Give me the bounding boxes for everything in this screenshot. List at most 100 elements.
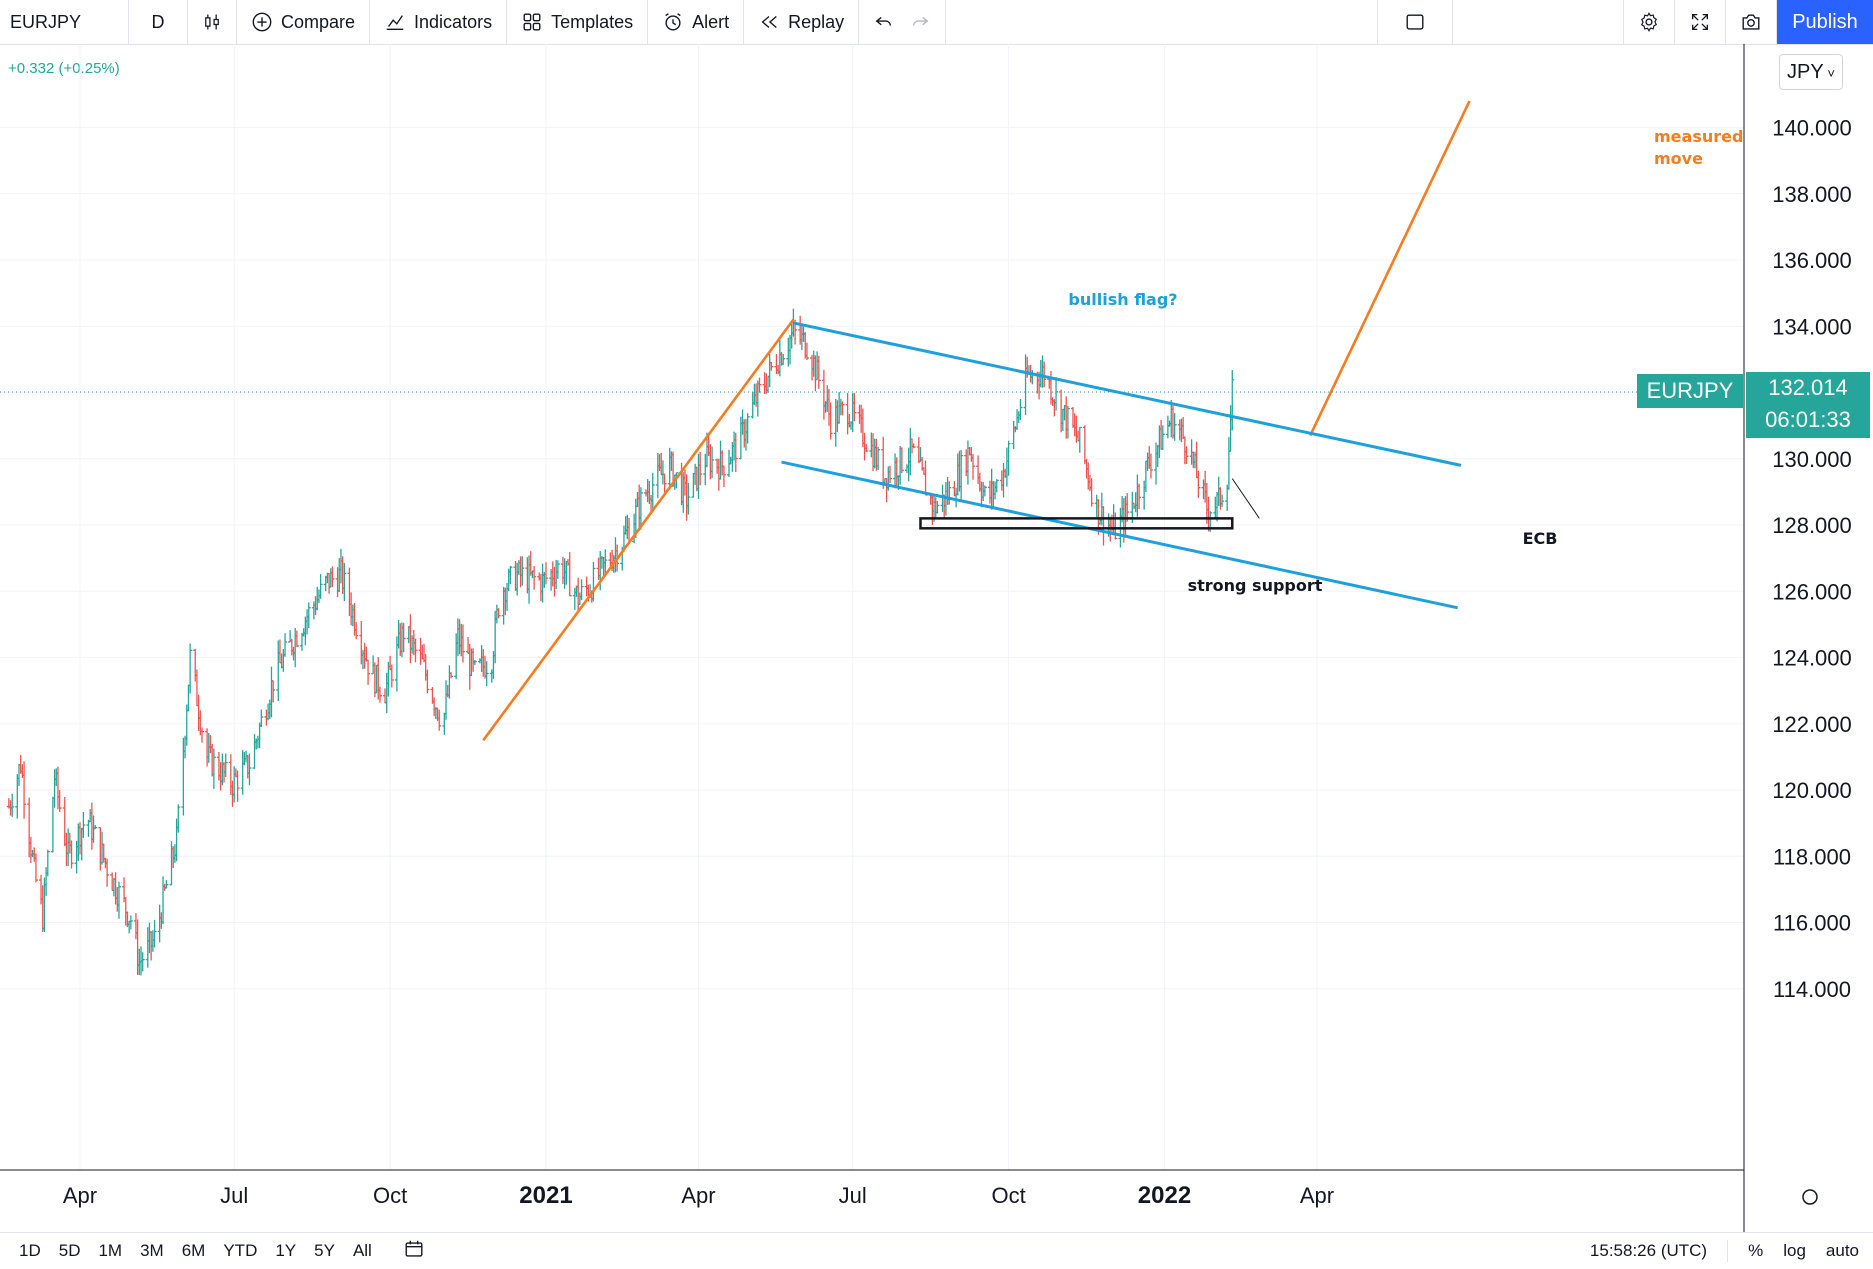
templates-label: Templates [551,11,634,32]
price-tick-label: 114.000 [1773,977,1851,1002]
annotations-layer[interactable]: bullish flag? measured move strong support E… [1068,127,1743,595]
drawings-layer[interactable] [482,100,1471,742]
auto-toggle[interactable]: auto [1825,1241,1859,1260]
price-axis[interactable]: 114.000 116.000 118.000 120.000 122.000 124.0… [1772,116,1852,1002]
undo-redo-group [859,0,947,44]
price-tick-label: 130.000 [1772,447,1852,472]
ohlc-bar [86,819,91,837]
alarm-clock-icon [665,13,681,31]
range-button[interactable]: 5Y [314,1241,335,1260]
range-button[interactable]: All [352,1241,372,1260]
annotation-label[interactable]: strong support [1188,576,1323,595]
ohlc-bar [555,560,560,579]
price-bars [6,308,1235,976]
ohlc-bar [1125,493,1130,522]
redo-icon[interactable] [909,11,931,33]
range-button[interactable]: 1Y [275,1241,297,1260]
ohlc-bar [745,413,750,444]
ohlc-bar [876,446,881,471]
ohlc-bar [959,449,964,501]
alert-label: Alert [692,11,730,32]
ohlc-bar [845,392,850,435]
axis-settings-button[interactable] [1802,1189,1818,1205]
ohlc-bar [449,672,454,679]
templates-button[interactable]: Templates [507,0,649,44]
compare-button[interactable]: Compare [237,0,371,44]
ohlc-bar [650,472,655,510]
settings-button[interactable] [1623,0,1675,44]
publish-button[interactable]: Publish [1777,0,1873,44]
range-button[interactable]: 6M [181,1241,206,1260]
range-button[interactable]: 1D [19,1241,41,1260]
measured-move-line[interactable] [1309,100,1471,437]
log-toggle[interactable]: log [1783,1241,1806,1260]
support-box[interactable] [919,517,1234,530]
rewind-icon [761,15,777,29]
ohlc-bar [188,643,193,694]
trend-line-orange[interactable] [482,318,795,742]
goto-date-button[interactable] [403,1238,425,1265]
ohlc-bar [579,579,584,601]
ohlc-bar [10,793,15,817]
ohlc-bar [864,443,869,453]
indicators-button[interactable]: Indicators [370,0,508,44]
ohlc-bar [1042,361,1047,388]
chart-type-button[interactable] [188,0,237,44]
symbol-search[interactable]: EURJPY [0,0,129,44]
ohlc-bar [57,790,62,812]
bottom-right-controls: 15:58:26 (UTC) % log auto [1590,1233,1859,1269]
ohlc-bar [1184,446,1189,465]
ohlc-bar [1018,399,1023,421]
annotation-label[interactable]: ECB [1523,529,1558,548]
interval-button[interactable]: D [129,0,188,44]
layout-button[interactable] [1377,0,1453,44]
bar-countdown: 06:01:33 [1765,407,1851,432]
price-chart[interactable]: 114.000 116.000 118.000 120.000 122.000 124.0… [0,44,1873,1232]
ohlc-bar [342,563,347,602]
interval-label: D [151,11,165,32]
time-axis[interactable]: Apr Jul Oct 2021 Apr Jul Oct 2022 Apr [63,1182,1334,1209]
ohlc-bar [128,915,133,930]
currency-button[interactable]: JPY ˅ [1779,54,1843,90]
snapshot-button[interactable] [1726,0,1777,44]
channel-upper-line[interactable] [793,321,1462,467]
annotation-label[interactable]: bullish flag? [1068,290,1177,309]
ohlc-bar [887,465,892,483]
templates-icon [523,13,541,31]
fullscreen-button[interactable] [1675,0,1726,44]
ohlc-bar [591,561,596,602]
replay-button[interactable]: Replay [744,0,860,44]
time-tick-label: Apr [63,1183,97,1208]
undo-icon[interactable] [873,11,895,33]
utc-clock[interactable]: 15:58:26 (UTC) [1589,1241,1708,1260]
price-tick-label: 124.000 [1772,646,1852,671]
ohlc-bar [176,804,181,833]
ohlc-bar [306,602,311,628]
price-change: +0.332 (+0.25%) [8,60,120,77]
divider [1727,1240,1729,1262]
percent-toggle[interactable]: % [1748,1241,1764,1260]
ohlc-bar [567,552,572,597]
range-button[interactable]: YTD [223,1241,258,1260]
ohlc-bar [140,952,145,972]
range-button[interactable]: 5D [58,1241,81,1260]
range-button[interactable]: 3M [140,1241,164,1260]
ecb-pointer-line[interactable] [1231,478,1260,519]
ohlc-bar [1089,478,1094,507]
ohlc-bar [496,608,501,619]
ohlc-bar [982,485,987,497]
ohlc-bar [757,377,762,393]
range-button[interactable]: 1M [98,1241,123,1260]
price-tick-label: 122.000 [1772,712,1852,737]
price-tick-label: 140.000 [1772,116,1852,141]
measured-move-label[interactable]: measured [1654,127,1743,146]
alert-button[interactable]: Alert [648,0,745,44]
price-tick-label: 116.000 [1773,911,1851,936]
gear-icon [1640,12,1658,32]
ohlc-bar [721,465,726,488]
channel-lower-line[interactable] [781,460,1458,610]
bottom-toolbar: 1D 5D 1M 3M 6M YTD 1Y 5Y All 15:58:26 (UTC) % lo… [0,1232,1873,1269]
price-tick-label: 126.000 [1772,579,1852,604]
price-tick-label: 128.000 [1772,513,1852,538]
measured-move-label[interactable]: move [1654,149,1703,168]
